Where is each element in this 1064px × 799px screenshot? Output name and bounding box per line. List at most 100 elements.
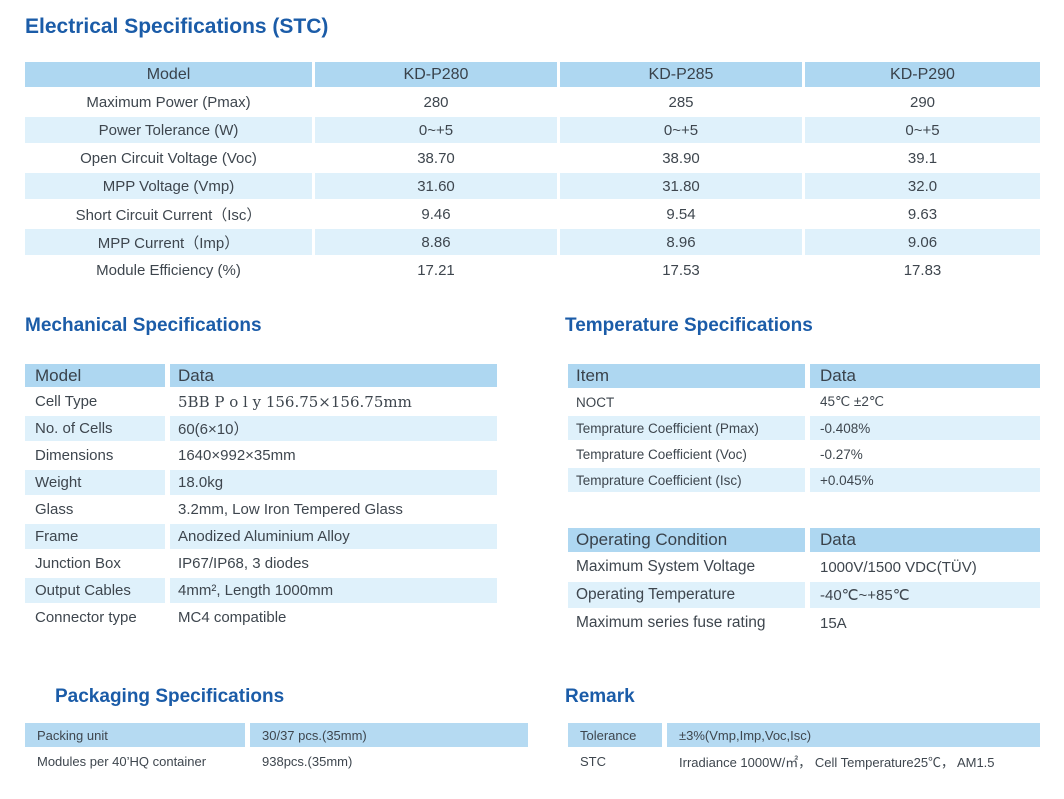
mechanical-section-title: Mechanical Specifications (25, 315, 262, 336)
table-row: Temprature Coefficient (Isc) +0.045% (568, 468, 1040, 492)
table-header-row: Item Data (568, 364, 1040, 388)
row-label: Packing unit (25, 723, 245, 747)
row-label: Maximum Power (Pmax) (86, 93, 251, 111)
table-row: Glass 3.2mm, Low Iron Tempered Glass (25, 497, 497, 522)
row-label: Dimensions (35, 447, 114, 464)
table-row: Open Circuit Voltage (Voc) 38.70 38.90 3… (25, 145, 1040, 171)
row-value: 1000V/1500 VDC(TÜV) (820, 558, 977, 576)
table-row: Temprature Coefficient (Voc) -0.27% (568, 442, 1040, 466)
table-cell: 17.53 (662, 261, 700, 279)
row-label: Junction Box (35, 555, 121, 572)
row-label: Glass (35, 501, 74, 518)
column-header: KD-P285 (560, 62, 802, 87)
table-row: Temprature Coefficient (Pmax) -0.408% (568, 416, 1040, 440)
column-header: Data (810, 364, 1040, 388)
table-row: MPP Current（Imp） 8.86 8.96 9.06 (25, 229, 1040, 255)
row-label: Open Circuit Voltage (Voc) (80, 149, 257, 167)
column-header: KD-P290 (805, 62, 1040, 87)
row-label: Cell Type (35, 393, 98, 410)
row-label: Maximum series fuse rating (576, 614, 766, 631)
table-header-row: Operating Condition Data (568, 528, 1040, 552)
table-cell: 0~+5 (805, 117, 1040, 143)
table-row: Maximum Power (Pmax) 280 285 290 (25, 89, 1040, 115)
row-label: No. of Cells (25, 416, 165, 441)
column-header: Item (568, 364, 805, 388)
row-label: Connector type (35, 609, 137, 626)
table-row: Junction Box IP67/IP68, 3 diodes (25, 551, 497, 576)
row-value: -0.27% (820, 446, 863, 462)
table-row: Maximum System Voltage 1000V/1500 VDC(TÜ… (568, 554, 1040, 580)
table-row: Power Tolerance (W) 0~+5 0~+5 0~+5 (25, 117, 1040, 143)
table-row: Weight 18.0kg (25, 470, 497, 495)
table-row: Module Efficiency (%) 17.21 17.53 17.83 (25, 257, 1040, 283)
remark-table: Tolerance ±3%(Vmp,Imp,Voc,Isc) STC Irrad… (568, 723, 1040, 775)
table-cell: 9.46 (421, 205, 451, 223)
column-header: Model (25, 364, 165, 387)
row-value: Anodized Aluminium Alloy (170, 524, 497, 549)
table-cell: 31.60 (315, 173, 557, 199)
electrical-section-title: Electrical Specifications (STC) (25, 15, 329, 38)
row-label: STC (580, 753, 606, 769)
row-label: Tolerance (568, 723, 662, 747)
table-cell: 17.83 (903, 261, 942, 279)
row-label: Temprature Coefficient (Voc) (576, 446, 747, 462)
row-value: 1640×992×35mm (178, 447, 296, 464)
table-cell: 31.80 (560, 173, 802, 199)
table-cell: 0~+5 (560, 117, 802, 143)
row-value: ±3%(Vmp,Imp,Voc,Isc) (667, 723, 1040, 747)
column-header: Data (170, 364, 497, 387)
column-header: Data (810, 528, 1040, 552)
row-label: Power Tolerance (W) (25, 117, 312, 143)
temperature-section-title: Temperature Specifications (565, 315, 813, 336)
row-value: -0.408% (810, 416, 1040, 440)
table-cell: 38.70 (417, 149, 455, 167)
row-value: +0.045% (810, 468, 1040, 492)
row-value: 938pcs.(35mm) (262, 753, 353, 769)
table-cell: 8.86 (315, 229, 557, 255)
row-value: 45℃ ±2℃ (820, 394, 885, 409)
table-cell: 280 (423, 93, 449, 111)
row-value: 4mm², Length 1000mm (170, 578, 497, 603)
row-label: MPP Current（Imp） (25, 229, 312, 255)
row-value: 15A (820, 614, 847, 632)
column-header: Operating Condition (568, 528, 805, 552)
row-label: MPP Voltage (Vmp) (25, 173, 312, 199)
column-header: KD-P280 (315, 62, 557, 87)
table-row: Frame Anodized Aluminium Alloy (25, 524, 497, 549)
row-label: NOCT (576, 394, 615, 410)
table-row: Modules per 40’HQ container 938pcs.(35mm… (25, 749, 528, 773)
row-value: 30/37 pcs.(35mm) (250, 723, 528, 747)
row-label: Module Efficiency (%) (96, 261, 241, 279)
table-row: Operating Temperature -40℃~+85℃ (568, 582, 1040, 608)
table-cell: 8.96 (560, 229, 802, 255)
operating-condition-table: Operating Condition Data Maximum System … (568, 528, 1040, 638)
row-value: 3.2mm, Low Iron Tempered Glass (178, 501, 403, 518)
row-label: Temprature Coefficient (Isc) (568, 468, 805, 492)
table-row: Packing unit 30/37 pcs.(35mm) (25, 723, 528, 747)
table-cell: 39.1 (907, 149, 938, 167)
table-cell: 9.06 (805, 229, 1040, 255)
mechanical-specs-table: Model Data Cell Type 5BB P o l y 156.75×… (25, 364, 497, 632)
table-header-row: Model Data (25, 364, 497, 387)
row-label: Output Cables (25, 578, 165, 603)
table-cell: 32.0 (805, 173, 1040, 199)
row-value: 5BB P o l y 156.75×156.75mm (178, 392, 412, 411)
table-cell: 38.90 (662, 149, 700, 167)
table-row: No. of Cells 60(6×10） (25, 416, 497, 441)
remark-section-title: Remark (565, 686, 635, 707)
table-row: Short Circuit Current（Isc） 9.46 9.54 9.6… (25, 201, 1040, 227)
table-cell: 285 (668, 93, 694, 111)
row-value: Irradiance 1000W/㎡， Cell Temperature25℃，… (679, 754, 995, 770)
row-label: Operating Temperature (568, 582, 805, 608)
row-value: -40℃~+85℃ (810, 582, 1040, 608)
table-row: Dimensions 1640×992×35mm (25, 443, 497, 468)
row-value: IP67/IP68, 3 diodes (178, 555, 309, 572)
table-cell: 290 (909, 93, 936, 111)
table-cell: 17.21 (417, 261, 455, 279)
table-row: Cell Type 5BB P o l y 156.75×156.75mm (25, 389, 497, 414)
row-value: MC4 compatible (178, 609, 287, 626)
row-label: Temprature Coefficient (Pmax) (568, 416, 805, 440)
row-value: 18.0kg (170, 470, 497, 495)
temperature-specs-table: Item Data NOCT 45℃ ±2℃ Temprature Coeffi… (568, 364, 1040, 494)
